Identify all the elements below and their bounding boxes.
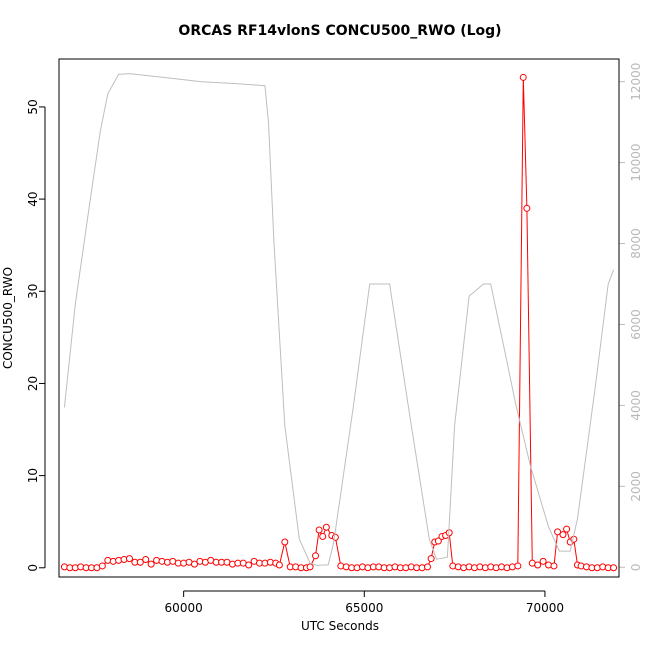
y-tick-label: 20: [26, 376, 40, 391]
axes-group: 60000 65000 70000 0 10 20 30 40 50 0 2000 4000 6000 8…: [26, 63, 643, 615]
primary-series-line: [64, 77, 614, 569]
x-tick-label: 70000: [526, 601, 564, 615]
y2-tick-label: 2000: [629, 471, 643, 502]
y-axis-label: CONCU500_RWO: [1, 267, 15, 369]
primary-data-point: [514, 562, 522, 570]
primary-data-point: [610, 564, 618, 572]
y-tick-label: 50: [26, 99, 40, 114]
primary-data-point: [331, 533, 339, 541]
primary-data-point: [434, 537, 442, 545]
primary-data-point: [281, 538, 289, 546]
primary-data-point: [245, 561, 253, 569]
y2-tick-label: 10000: [629, 144, 643, 182]
chart-title: ORCAS RF14vlonS CONCU500_RWO (Log): [178, 23, 501, 39]
primary-data-point: [312, 552, 320, 560]
primary-data-point: [427, 555, 435, 563]
primary-data-point: [319, 532, 327, 540]
x-tick-label: 60000: [165, 601, 203, 615]
primary-data-point: [554, 528, 562, 536]
primary-data-point: [559, 531, 567, 539]
primary-data-point: [534, 561, 542, 569]
y2-tick-label: 12000: [629, 63, 643, 101]
series-layer: [60, 73, 618, 572]
y-tick-label: 30: [26, 284, 40, 299]
y-tick-label: 40: [26, 191, 40, 206]
primary-data-point: [125, 555, 133, 563]
primary-data-point: [322, 523, 330, 531]
primary-data-point: [424, 563, 432, 571]
primary-data-point: [550, 562, 558, 570]
primary-data-point: [136, 558, 144, 566]
primary-data-point: [539, 557, 547, 565]
x-tick-label: 65000: [345, 601, 383, 615]
y-tick-label: 10: [26, 468, 40, 483]
primary-data-point: [306, 563, 314, 571]
y-tick-label: 0: [26, 564, 40, 572]
primary-data-point: [315, 526, 323, 534]
primary-data-point: [275, 561, 283, 569]
y2-tick-label: 8000: [629, 228, 643, 259]
primary-data-point: [563, 525, 571, 533]
primary-data-point: [142, 555, 150, 563]
y2-tick-label: 4000: [629, 390, 643, 421]
primary-data-point: [147, 560, 155, 568]
x-axis-label: UTC Seconds: [301, 619, 379, 633]
primary-data-point: [190, 560, 198, 568]
secondary-series-line: [63, 73, 615, 566]
y2-tick-label: 6000: [629, 309, 643, 340]
primary-data-point: [519, 73, 527, 81]
primary-data-point: [523, 204, 531, 212]
primary-data-point: [98, 562, 106, 570]
y2-tick-label: 0: [629, 563, 643, 571]
plot-frame: [58, 58, 620, 578]
